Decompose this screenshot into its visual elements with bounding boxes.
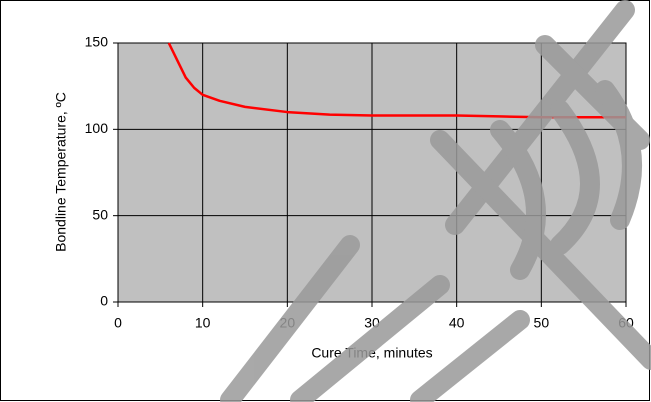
- y-tick-label: 50: [92, 206, 108, 222]
- x-tick-label: 40: [449, 315, 465, 331]
- y-tick-label: 0: [100, 293, 108, 309]
- x-tick-label: 50: [534, 315, 550, 331]
- x-tick-label: 10: [195, 315, 211, 331]
- x-tick-label: 0: [114, 315, 122, 331]
- y-tick-label: 150: [85, 34, 109, 50]
- y-tick-label: 100: [85, 120, 109, 136]
- chart: 0501001500102030405060 Cure Time, minute…: [0, 0, 651, 402]
- y-axis-label: Bondline Temperature, ºC: [53, 92, 69, 252]
- page: {"chart_data": {"type": "line", "xlabel"…: [0, 0, 651, 402]
